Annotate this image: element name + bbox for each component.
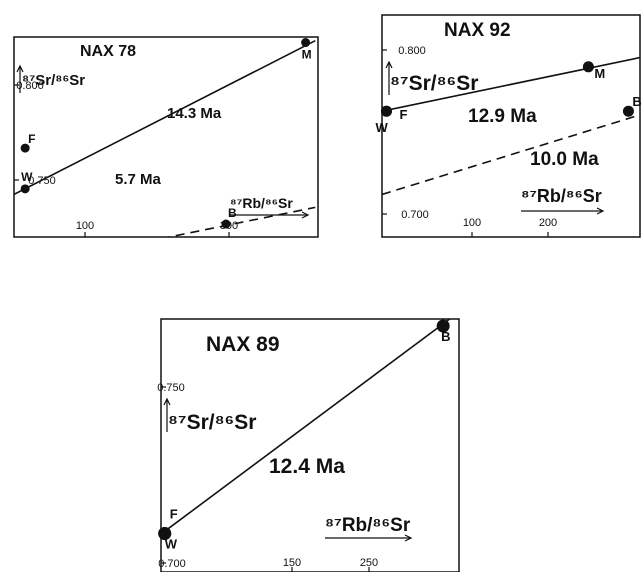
- y-arrow-head: [163, 397, 171, 406]
- solid-isochron-line: [382, 56, 640, 112]
- x-arrow-head: [596, 207, 605, 215]
- x-arrow-head: [301, 211, 310, 219]
- isochron-age-label: 5.7 Ma: [115, 171, 162, 188]
- x-tick-label: 200: [539, 217, 557, 229]
- isochron-age-label: 14.3 Ma: [167, 105, 222, 122]
- point-label: W: [375, 120, 388, 135]
- y-arrow-head: [16, 64, 24, 73]
- isochron-panel: NAX 89 150 250 0.750 0.700 ⁸⁷Sr/⁸⁶Sr ⁸⁷Rb/⁸⁶Sr…: [157, 318, 460, 572]
- y-tick-label: 0.700: [158, 558, 186, 570]
- isochron-panel: NAX 92 100 200 0.800 0.700 ⁸⁷Sr/⁸⁶Sr ⁸⁷Rb/⁸⁶Sr…: [375, 14, 641, 238]
- x-axis-label: ⁸⁷Rb/⁸⁶Sr: [230, 195, 293, 211]
- point-label: F: [170, 506, 178, 521]
- x-arrow-head: [404, 534, 413, 542]
- y-tick-label: 0.800: [398, 45, 426, 57]
- plot-frame: [160, 318, 460, 572]
- x-axis-label: ⁸⁷Rb/⁸⁶Sr: [521, 186, 602, 206]
- y-arrow-head: [385, 60, 393, 69]
- isochron-age-label: 12.9 Ma: [468, 106, 537, 127]
- x-tick-label: 250: [360, 557, 378, 569]
- y-axis-label: ⁸⁷Sr/⁸⁶Sr: [390, 72, 478, 95]
- x-axis-label: ⁸⁷Rb/⁸⁶Sr: [325, 515, 411, 536]
- x-tick-label: 100: [76, 220, 94, 232]
- plot-frame: [381, 14, 641, 238]
- point-label: B: [632, 94, 641, 109]
- y-tick-label: 0.700: [401, 209, 429, 221]
- data-point: [582, 61, 594, 73]
- data-point: [622, 105, 634, 117]
- y-tick-label: 0.750: [157, 382, 185, 394]
- y-axis-label: ⁸⁷Sr/⁸⁶Sr: [168, 411, 256, 434]
- point-label: W: [165, 536, 178, 551]
- y-axis-label: ⁸⁷Sr/⁸⁶Sr: [22, 72, 85, 89]
- isochron-panel: NAX 781003000.8000.750⁸⁷Sr/⁸⁶Sr⁸⁷Rb/⁸⁶Sr…: [13, 36, 319, 238]
- chart-title: NAX 78: [80, 43, 136, 60]
- data-point: [20, 184, 30, 194]
- y-tick-label: 0.800: [16, 80, 44, 92]
- chart-title: NAX 89: [206, 333, 280, 356]
- data-point: [20, 143, 30, 153]
- point-label: F: [399, 107, 407, 122]
- point-label: B: [441, 329, 450, 344]
- isochron-age-label: 10.0 Ma: [530, 149, 599, 170]
- data-point: [301, 38, 311, 48]
- data-point: [380, 105, 392, 117]
- x-tick-label: 100: [463, 217, 481, 229]
- chart-title: NAX 92: [444, 20, 511, 41]
- data-point: [158, 526, 172, 540]
- point-label: W: [21, 170, 33, 184]
- solid-isochron-line: [161, 319, 451, 535]
- point-label: B: [228, 206, 237, 220]
- point-label: F: [28, 132, 35, 146]
- point-label: M: [302, 48, 312, 62]
- point-label: M: [594, 66, 605, 81]
- x-tick-label: 150: [283, 557, 301, 569]
- data-point: [221, 219, 231, 229]
- solid-isochron-line: [14, 39, 316, 196]
- dashed-isochron-line: [165, 206, 316, 237]
- isochron-age-label: 12.4 Ma: [269, 455, 345, 478]
- data-point: [436, 319, 450, 333]
